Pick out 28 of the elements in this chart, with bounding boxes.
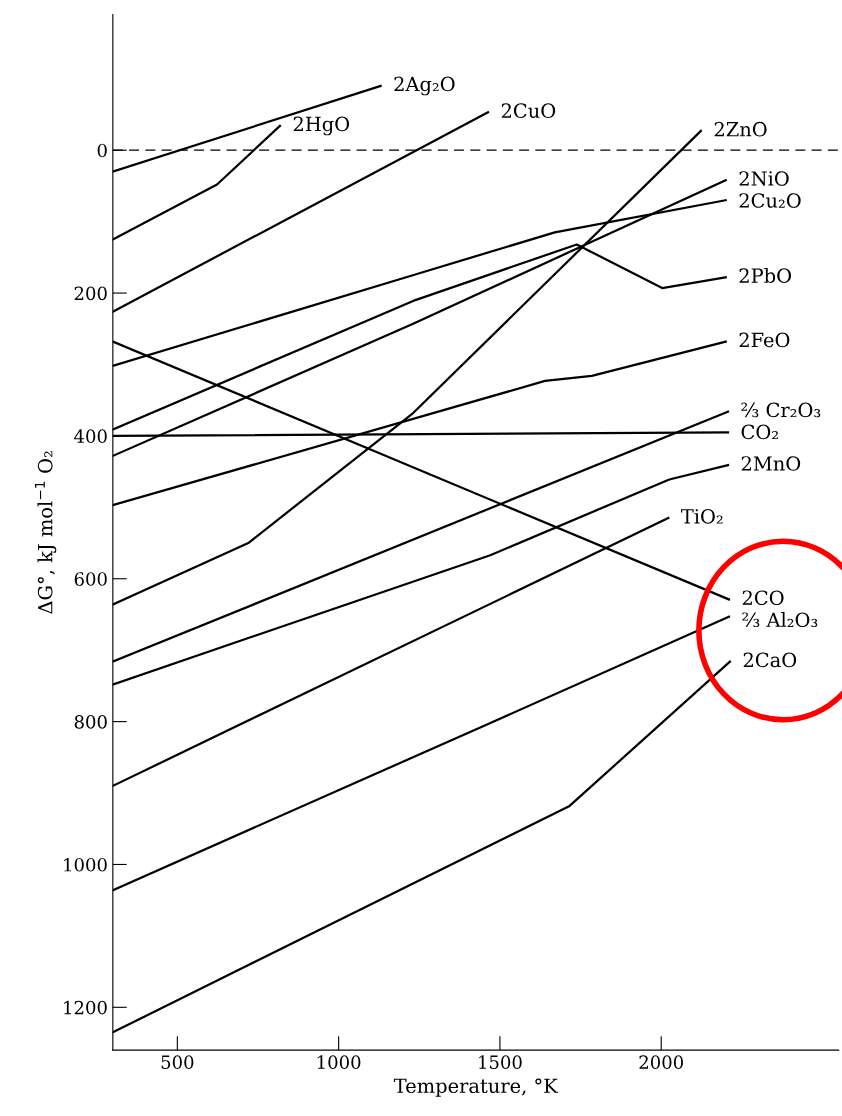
y-tick-label: 1200 bbox=[64, 1000, 107, 1015]
y-tick-label: 1000 bbox=[64, 857, 107, 872]
series-label: 2CaO bbox=[743, 652, 797, 668]
series-label: ⅔ Cr₂O₃ bbox=[741, 402, 821, 418]
series-label: 2MnO bbox=[741, 456, 801, 471]
series-label: 2FeO bbox=[739, 332, 790, 348]
series-label: 2CuO bbox=[501, 103, 556, 118]
series-label: 2Ag₂O bbox=[394, 76, 455, 96]
series-label: 2PbO bbox=[739, 267, 791, 283]
x-tick-label: 500 bbox=[161, 1055, 194, 1069]
x-tick-label: 2000 bbox=[639, 1055, 683, 1069]
x-tick-label: 1500 bbox=[479, 1055, 522, 1069]
x-axis-title: Temperature, °K bbox=[393, 1078, 559, 1097]
series-label: CO₂ bbox=[741, 424, 778, 440]
y-tick-label: 800 bbox=[74, 715, 107, 729]
y-tick-label: 600 bbox=[74, 572, 107, 586]
series-label: 2ZnO bbox=[714, 121, 767, 137]
series-label: 2NiO bbox=[739, 171, 789, 186]
y-tick-label: 200 bbox=[74, 286, 107, 301]
series-label: 2HgO bbox=[293, 116, 350, 136]
series-label: TiO₂ bbox=[681, 508, 723, 524]
y-tick-label: 0 bbox=[97, 143, 107, 158]
x-tick-label: 1000 bbox=[317, 1055, 361, 1069]
series-label: 2Cu₂O bbox=[739, 193, 801, 208]
y-tick-label: 400 bbox=[74, 429, 107, 444]
series-label: ⅔ Al₂O₃ bbox=[742, 612, 818, 628]
series-label: 2CO bbox=[742, 590, 784, 606]
y-axis-title: ΔG°, kJ mol$^{−1}$ O₂ bbox=[34, 451, 57, 614]
